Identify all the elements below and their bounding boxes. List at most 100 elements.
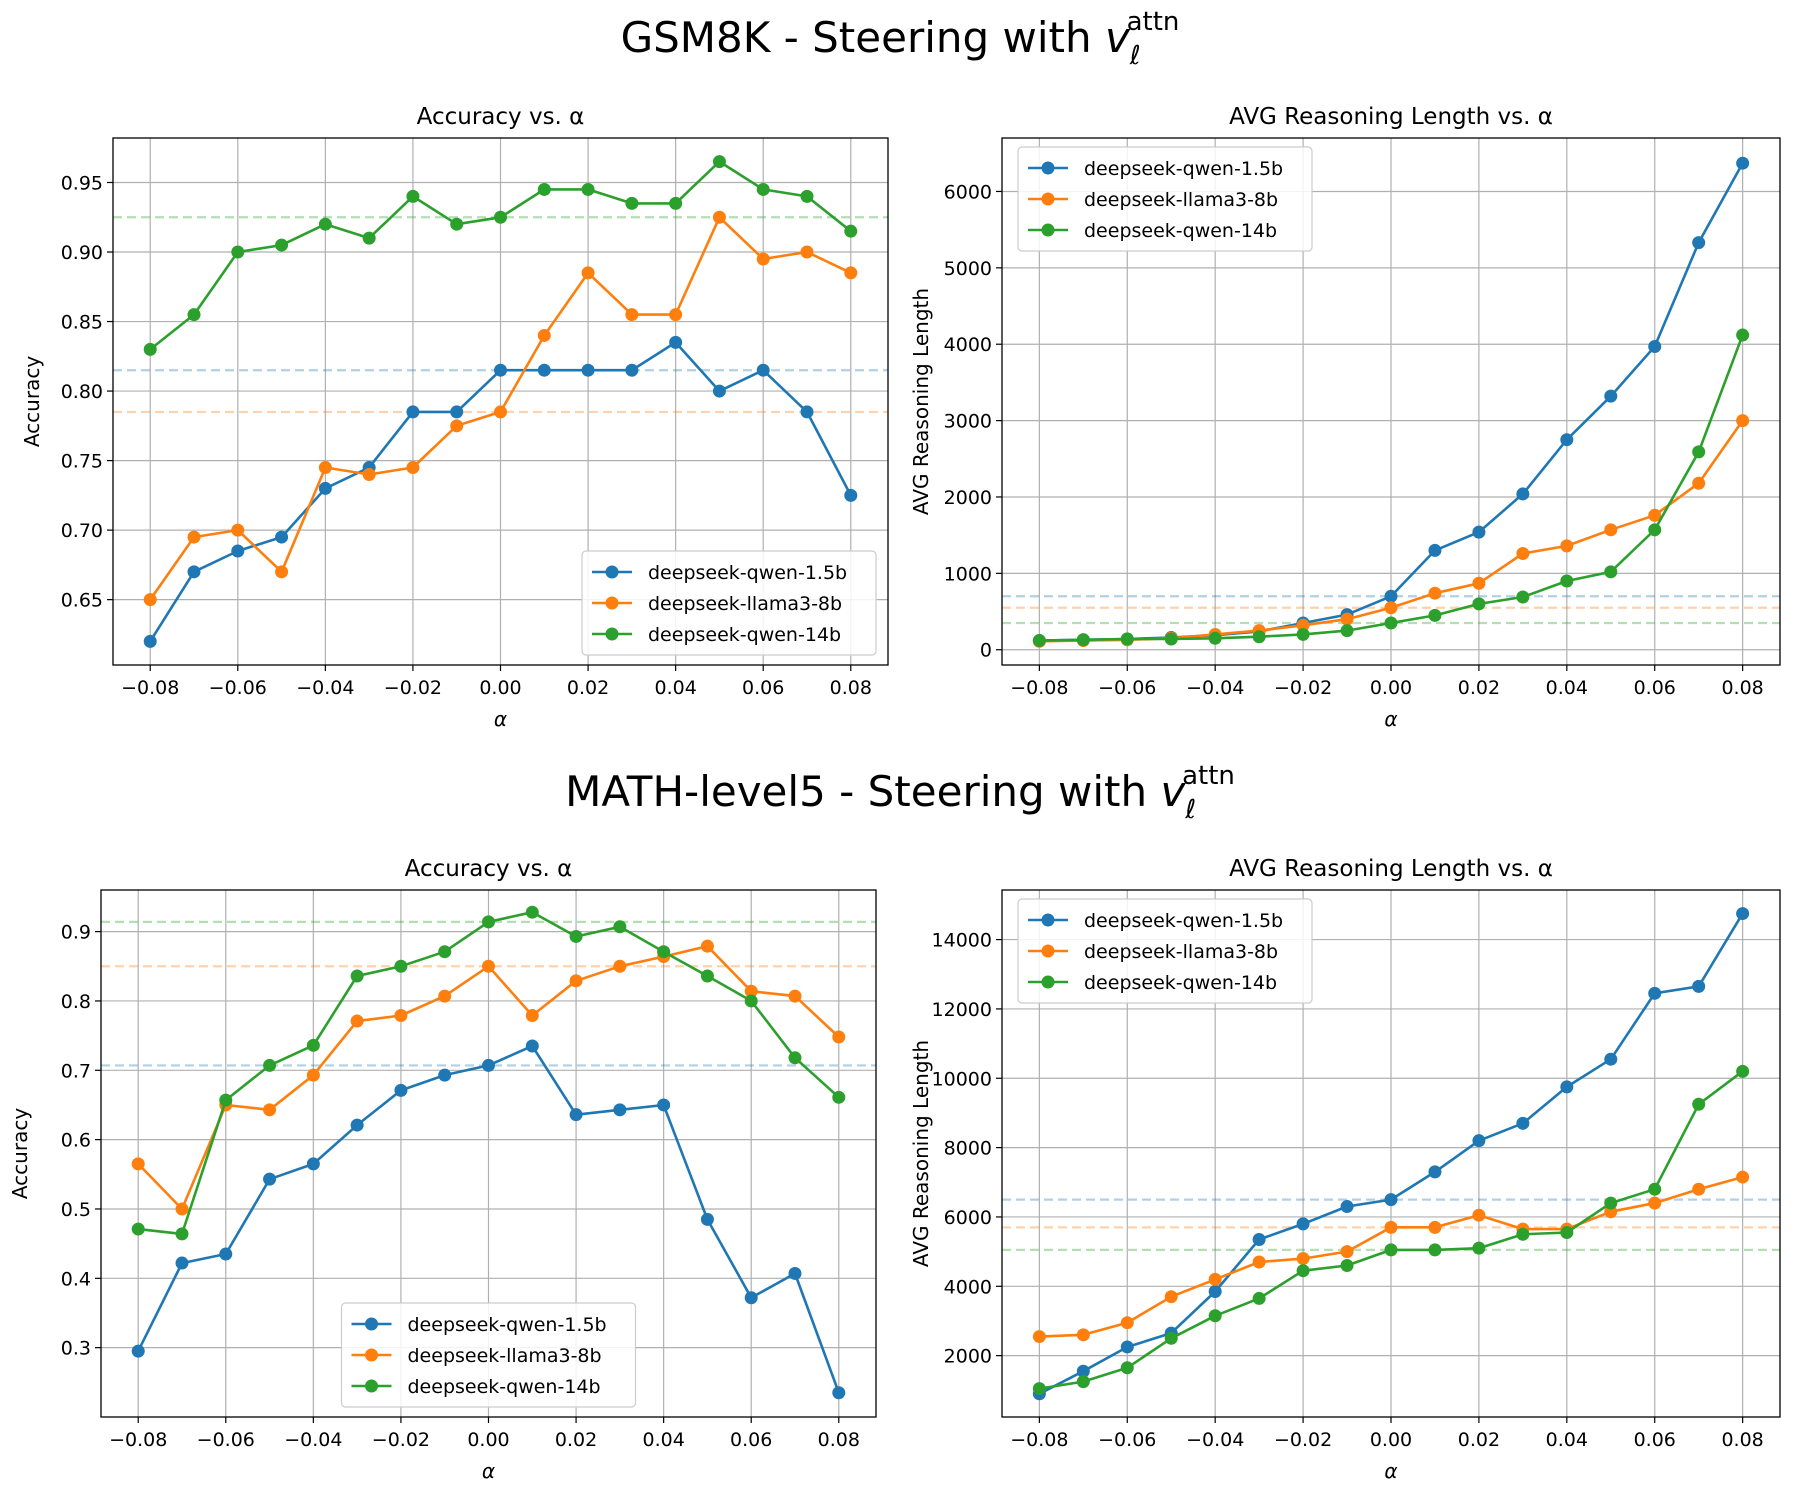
x-tick-label: 0.08 — [1721, 1429, 1763, 1451]
legend-label: deepseek-qwen-14b — [1084, 972, 1277, 994]
x-tick-label: −0.04 — [1186, 677, 1244, 699]
y-axis-label: AVG Reasoning Length — [909, 288, 933, 515]
data-point-deepseek-qwen-1.5b — [1384, 589, 1398, 603]
data-point-deepseek-llama3-8b — [438, 989, 452, 1003]
x-tick-label: 0.00 — [467, 1429, 509, 1451]
subplot-title: AVG Reasoning Length vs. α — [1229, 856, 1553, 882]
data-point-deepseek-llama3-8b — [494, 405, 507, 419]
data-point-deepseek-qwen-1.5b — [1428, 1165, 1442, 1179]
data-point-deepseek-qwen-1.5b — [1252, 1232, 1266, 1246]
data-point-deepseek-llama3-8b — [1648, 1196, 1662, 1210]
data-point-deepseek-qwen-14b — [438, 945, 452, 959]
data-point-deepseek-llama3-8b — [350, 1014, 364, 1028]
x-axis-label: α — [1384, 707, 1397, 731]
data-point-deepseek-qwen-14b — [1120, 632, 1134, 646]
data-point-deepseek-llama3-8b — [275, 565, 289, 579]
gsm8k-accuracy-chart: −0.08 −0.06 −0.04 −0.02 0.00 0.02 0.04 0.06 0.08… — [20, 104, 889, 731]
data-point-deepseek-qwen-1.5b — [669, 335, 683, 349]
data-point-deepseek-qwen-1.5b — [1560, 1080, 1574, 1094]
data-point-deepseek-qwen-14b — [263, 1058, 277, 1072]
data-point-deepseek-qwen-14b — [131, 1222, 145, 1236]
data-point-deepseek-qwen-14b — [669, 196, 683, 210]
math-accuracy-chart: −0.08 −0.06 −0.04 −0.02 0.00 0.02 0.04 0.06 0.08… — [8, 856, 877, 1483]
x-tick-label: −0.04 — [296, 677, 354, 699]
data-point-deepseek-qwen-1.5b — [143, 634, 157, 648]
data-point-deepseek-qwen-1.5b — [1208, 1284, 1222, 1298]
y-tick-label: 0.3 — [61, 1338, 91, 1360]
data-point-deepseek-llama3-8b — [1384, 601, 1398, 615]
data-point-deepseek-qwen-1.5b — [625, 363, 639, 377]
data-point-deepseek-qwen-14b — [494, 210, 507, 224]
data-point-deepseek-llama3-8b — [832, 1030, 846, 1044]
x-tick-label: 0.04 — [654, 677, 696, 699]
y-tick-label: 12000 — [932, 999, 992, 1021]
data-point-deepseek-qwen-14b — [1252, 630, 1266, 644]
data-point-deepseek-qwen-1.5b — [613, 1103, 627, 1117]
data-point-deepseek-qwen-1.5b — [581, 363, 595, 377]
data-point-deepseek-llama3-8b — [1472, 1208, 1486, 1222]
data-point-deepseek-qwen-1.5b — [832, 1386, 846, 1400]
y-axis-label: Accuracy — [8, 1108, 32, 1199]
x-tick-label: 0.08 — [818, 1429, 860, 1451]
y-tick-label: 0.65 — [61, 590, 103, 612]
data-point-deepseek-llama3-8b — [756, 252, 770, 266]
gsm8k-figure-title: GSM8K - Steering with vℓattn — [621, 7, 1180, 71]
legend-marker-deepseek-qwen-14b — [365, 1379, 378, 1393]
data-point-deepseek-qwen-14b — [1340, 1258, 1354, 1272]
data-point-deepseek-llama3-8b — [231, 523, 245, 537]
data-point-deepseek-qwen-14b — [306, 1038, 320, 1052]
x-tick-label: 0.02 — [555, 1429, 597, 1451]
legend-marker-deepseek-llama3-8b — [365, 1348, 378, 1362]
data-point-deepseek-qwen-14b — [1340, 624, 1354, 638]
data-point-deepseek-qwen-1.5b — [700, 1212, 714, 1226]
data-point-deepseek-llama3-8b — [525, 1009, 539, 1023]
data-point-deepseek-qwen-1.5b — [1120, 1340, 1134, 1354]
data-point-deepseek-qwen-1.5b — [482, 1058, 495, 1072]
legend-label: deepseek-llama3-8b — [1084, 941, 1278, 963]
data-point-deepseek-llama3-8b — [1604, 523, 1618, 537]
data-point-deepseek-qwen-1.5b — [406, 405, 420, 419]
data-point-deepseek-llama3-8b — [1296, 618, 1310, 632]
y-tick-label: 6000 — [944, 181, 992, 203]
data-point-deepseek-qwen-14b — [1428, 1243, 1442, 1257]
data-point-deepseek-qwen-14b — [613, 920, 627, 934]
data-point-deepseek-llama3-8b — [1340, 612, 1354, 626]
data-point-deepseek-qwen-1.5b — [844, 488, 858, 502]
data-point-deepseek-qwen-1.5b — [1648, 340, 1662, 354]
x-tick-label: −0.04 — [1186, 1429, 1244, 1451]
data-point-deepseek-qwen-14b — [1736, 1064, 1750, 1078]
x-tick-label: −0.06 — [1098, 1429, 1156, 1451]
data-point-deepseek-qwen-14b — [175, 1227, 189, 1241]
y-tick-label: 6000 — [944, 1207, 992, 1229]
y-tick-label: 0.80 — [61, 381, 103, 403]
data-point-deepseek-llama3-8b — [1428, 586, 1442, 600]
y-tick-label: 8000 — [944, 1138, 992, 1160]
data-point-deepseek-llama3-8b — [1296, 1252, 1310, 1266]
data-point-deepseek-qwen-1.5b — [494, 363, 507, 377]
x-tick-label: −0.06 — [197, 1429, 255, 1451]
data-point-deepseek-qwen-1.5b — [756, 363, 770, 377]
data-point-deepseek-qwen-1.5b — [187, 565, 201, 579]
y-tick-label: 0.7 — [61, 1060, 91, 1082]
data-point-deepseek-qwen-14b — [1076, 1375, 1090, 1389]
x-tick-label: 0.04 — [642, 1429, 684, 1451]
data-point-deepseek-llama3-8b — [800, 245, 814, 259]
data-point-deepseek-llama3-8b — [263, 1103, 277, 1117]
data-point-deepseek-qwen-1.5b — [263, 1172, 277, 1186]
subplot-title: Accuracy vs. α — [417, 104, 585, 130]
x-tick-label: 0.04 — [1546, 1429, 1588, 1451]
data-point-deepseek-qwen-14b — [1296, 627, 1310, 641]
legend-marker-deepseek-qwen-14b — [605, 627, 619, 641]
legend-box — [1017, 898, 1313, 1004]
data-point-deepseek-qwen-14b — [744, 994, 758, 1008]
data-point-deepseek-llama3-8b — [1208, 1272, 1222, 1286]
data-point-deepseek-qwen-14b — [625, 196, 639, 210]
data-point-deepseek-qwen-14b — [219, 1093, 233, 1107]
data-point-deepseek-qwen-14b — [482, 915, 495, 929]
y-tick-label: 0.4 — [61, 1268, 91, 1290]
legend-marker-deepseek-qwen-14b — [1041, 223, 1055, 237]
data-point-deepseek-llama3-8b — [318, 461, 332, 475]
data-point-deepseek-llama3-8b — [1692, 476, 1706, 490]
data-point-deepseek-qwen-1.5b — [1560, 433, 1574, 447]
